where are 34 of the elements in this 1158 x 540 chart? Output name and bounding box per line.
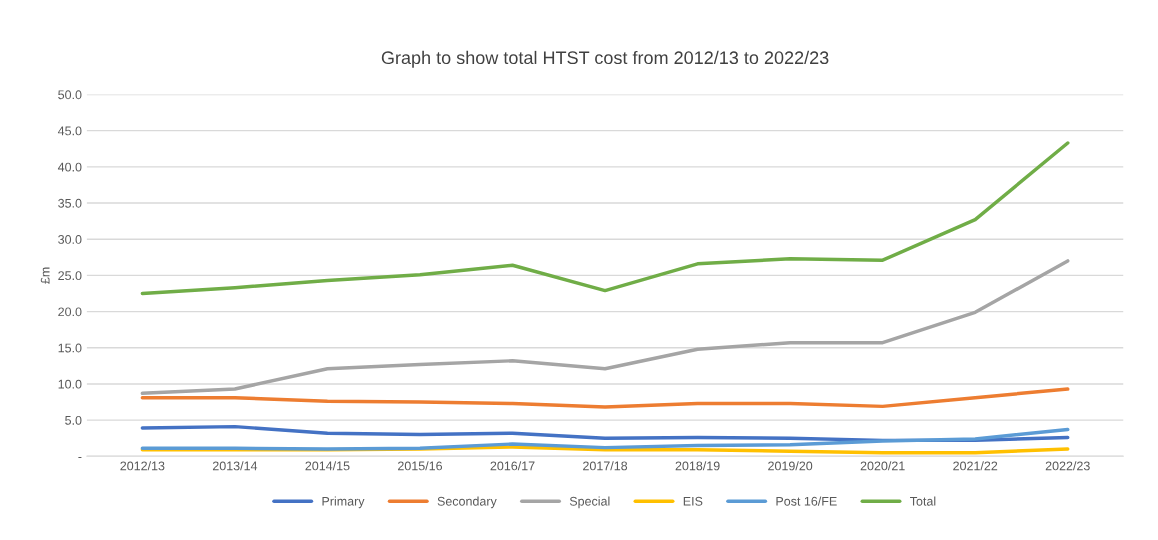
y-tick-label: 30.0 <box>58 235 82 244</box>
y-tick-label: 40.0 <box>57 162 82 172</box>
line-series <box>140 427 1070 451</box>
x-tick-label: 2022/23 <box>1045 461 1090 471</box>
line-series <box>140 387 1070 409</box>
x-tick-label: 2018/19 <box>675 461 720 471</box>
x-tick-label: 2016/17 <box>490 461 535 471</box>
y-tick-label: 10.0 <box>58 379 82 389</box>
y-tick-label: - <box>78 457 82 458</box>
chart-title: Graph to show total HTST cost from 2012/13 to 2022/23 <box>381 50 829 68</box>
x-tick-label: 2019/20 <box>768 461 813 471</box>
legend-label: Post 16/FE <box>776 496 837 506</box>
y-tick-label: 15.0 <box>58 343 82 353</box>
x-tick-label: 2020/21 <box>860 461 905 471</box>
x-tick-label: 2012/13 <box>120 461 165 471</box>
x-tick-label: 2014/15 <box>305 461 350 471</box>
legend-label: Primary <box>322 496 365 509</box>
x-tick-label: 2015/16 <box>398 461 443 471</box>
line-series <box>140 141 1070 296</box>
line-series <box>140 259 1070 396</box>
y-tick-label: 25.0 <box>58 271 82 281</box>
legend-label: Total <box>910 496 936 506</box>
y-tick-label: 45.0 <box>57 126 82 136</box>
y-tick-label: 35.0 <box>58 198 82 208</box>
y-axis-title: £m <box>40 267 50 284</box>
legend-label: Secondary <box>437 496 497 509</box>
x-tick-label: 2017/18 <box>583 461 628 471</box>
y-tick-label: 20.0 <box>58 307 82 317</box>
legend-label: EIS <box>683 496 703 506</box>
x-tick-label: 2021/22 <box>953 461 998 471</box>
legend-label: Special <box>569 496 610 509</box>
x-tick-label: 2013/14 <box>212 461 258 471</box>
y-tick-label: 50.0 <box>58 90 82 100</box>
y-tick-label: 5.0 <box>65 415 82 425</box>
